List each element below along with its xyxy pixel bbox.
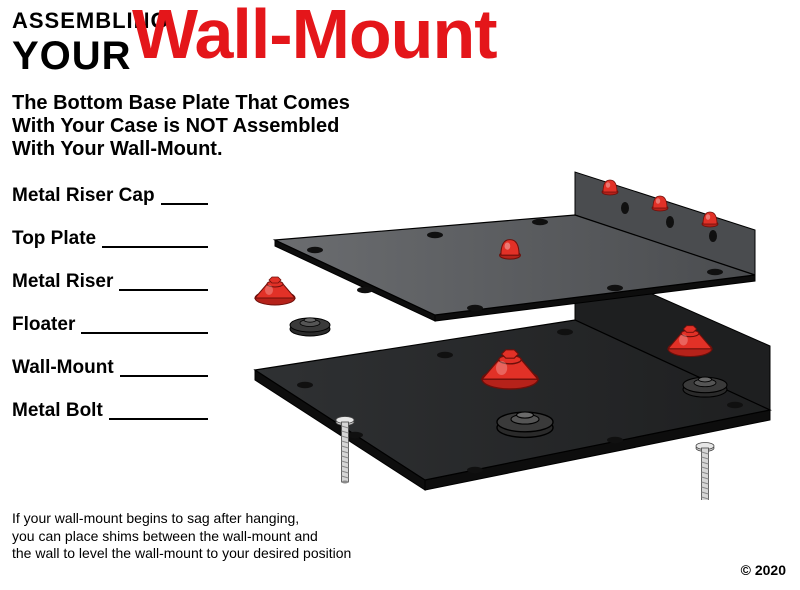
copyright: © 2020 bbox=[741, 562, 786, 578]
label-metal-riser-cap: Metal Riser Cap bbox=[12, 185, 155, 207]
footnote: If your wall-mount begins to sag after h… bbox=[12, 510, 351, 563]
title-main: Wall-Mount bbox=[132, 0, 497, 74]
leader-top-plate bbox=[102, 246, 208, 248]
title-line2: YOUR bbox=[12, 34, 132, 79]
label-metal-bolt: Metal Bolt bbox=[12, 400, 103, 422]
exploded-diagram bbox=[215, 160, 795, 500]
leader-metal-bolt bbox=[109, 418, 208, 420]
subtitle: The Bottom Base Plate That Comes With Yo… bbox=[12, 92, 350, 161]
footnote-text: If your wall-mount begins to sag after h… bbox=[12, 510, 351, 561]
label-floater: Floater bbox=[12, 314, 75, 336]
leader-wall-mount bbox=[120, 375, 208, 377]
label-metal-riser: Metal Riser bbox=[12, 271, 113, 293]
label-wall-mount: Wall-Mount bbox=[12, 357, 114, 379]
subtitle-text: The Bottom Base Plate That Comes With Yo… bbox=[12, 92, 350, 160]
leader-metal-riser bbox=[119, 289, 208, 291]
leader-metal-riser-cap bbox=[161, 203, 208, 205]
leader-floater bbox=[81, 332, 208, 334]
label-top-plate: Top Plate bbox=[12, 228, 96, 250]
infographic-canvas: ASSEMBLING YOUR Wall-Mount The Bottom Ba… bbox=[0, 0, 800, 590]
